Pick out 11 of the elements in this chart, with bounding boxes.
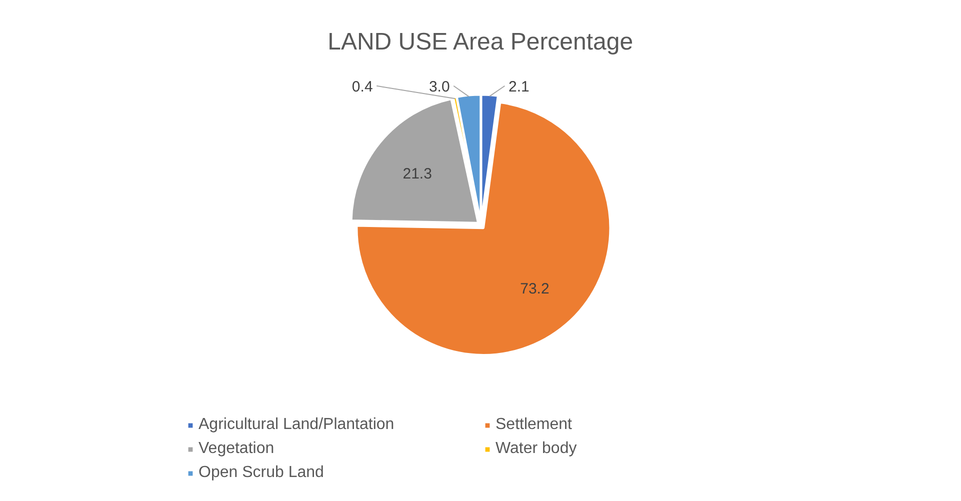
legend-label: Agricultural Land/Plantation: [198, 415, 396, 435]
legend-label: Vegetation: [198, 439, 276, 459]
data-label: 73.2: [520, 280, 550, 298]
data-label: 2.1: [508, 78, 530, 96]
legend-label: Water body: [496, 439, 578, 459]
data-label: 3.0: [428, 78, 450, 96]
legend-label: Open Scrub Land: [198, 463, 325, 483]
chart-title: LAND USE Area Percentage: [328, 28, 634, 56]
legend-label: Settlement: [496, 415, 573, 435]
data-label: 21.3: [402, 165, 432, 182]
data-label: 0.4: [352, 78, 373, 96]
